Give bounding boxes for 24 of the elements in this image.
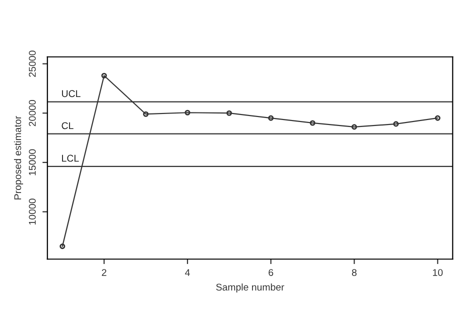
point — [434, 115, 440, 121]
y-tick-label: 20000 — [28, 100, 36, 126]
x-tick-label: 2 — [102, 269, 106, 276]
x-axis-title: Sample number — [216, 283, 284, 293]
point — [226, 110, 232, 116]
y-axis-title: Proposed estimator — [14, 116, 24, 200]
ref-line-label: LCL — [62, 154, 79, 162]
point — [268, 115, 274, 121]
point — [184, 110, 190, 116]
y-tick-label: 25000 — [28, 50, 36, 77]
y-tick-label: 15000 — [28, 149, 36, 176]
ref-line-label: CL — [62, 122, 74, 130]
x-tick-label: 8 — [352, 269, 357, 276]
point — [393, 121, 399, 127]
point — [351, 124, 358, 130]
ref-line-label: UCL — [62, 90, 80, 98]
point — [310, 120, 316, 126]
point — [60, 244, 66, 250]
y-tick-label: 10000 — [28, 198, 36, 225]
x-tick-label: 6 — [268, 269, 274, 276]
point — [143, 111, 149, 117]
x-tick-label: 10 — [432, 269, 443, 276]
x-tick-label: 4 — [185, 269, 190, 276]
point — [101, 72, 107, 78]
